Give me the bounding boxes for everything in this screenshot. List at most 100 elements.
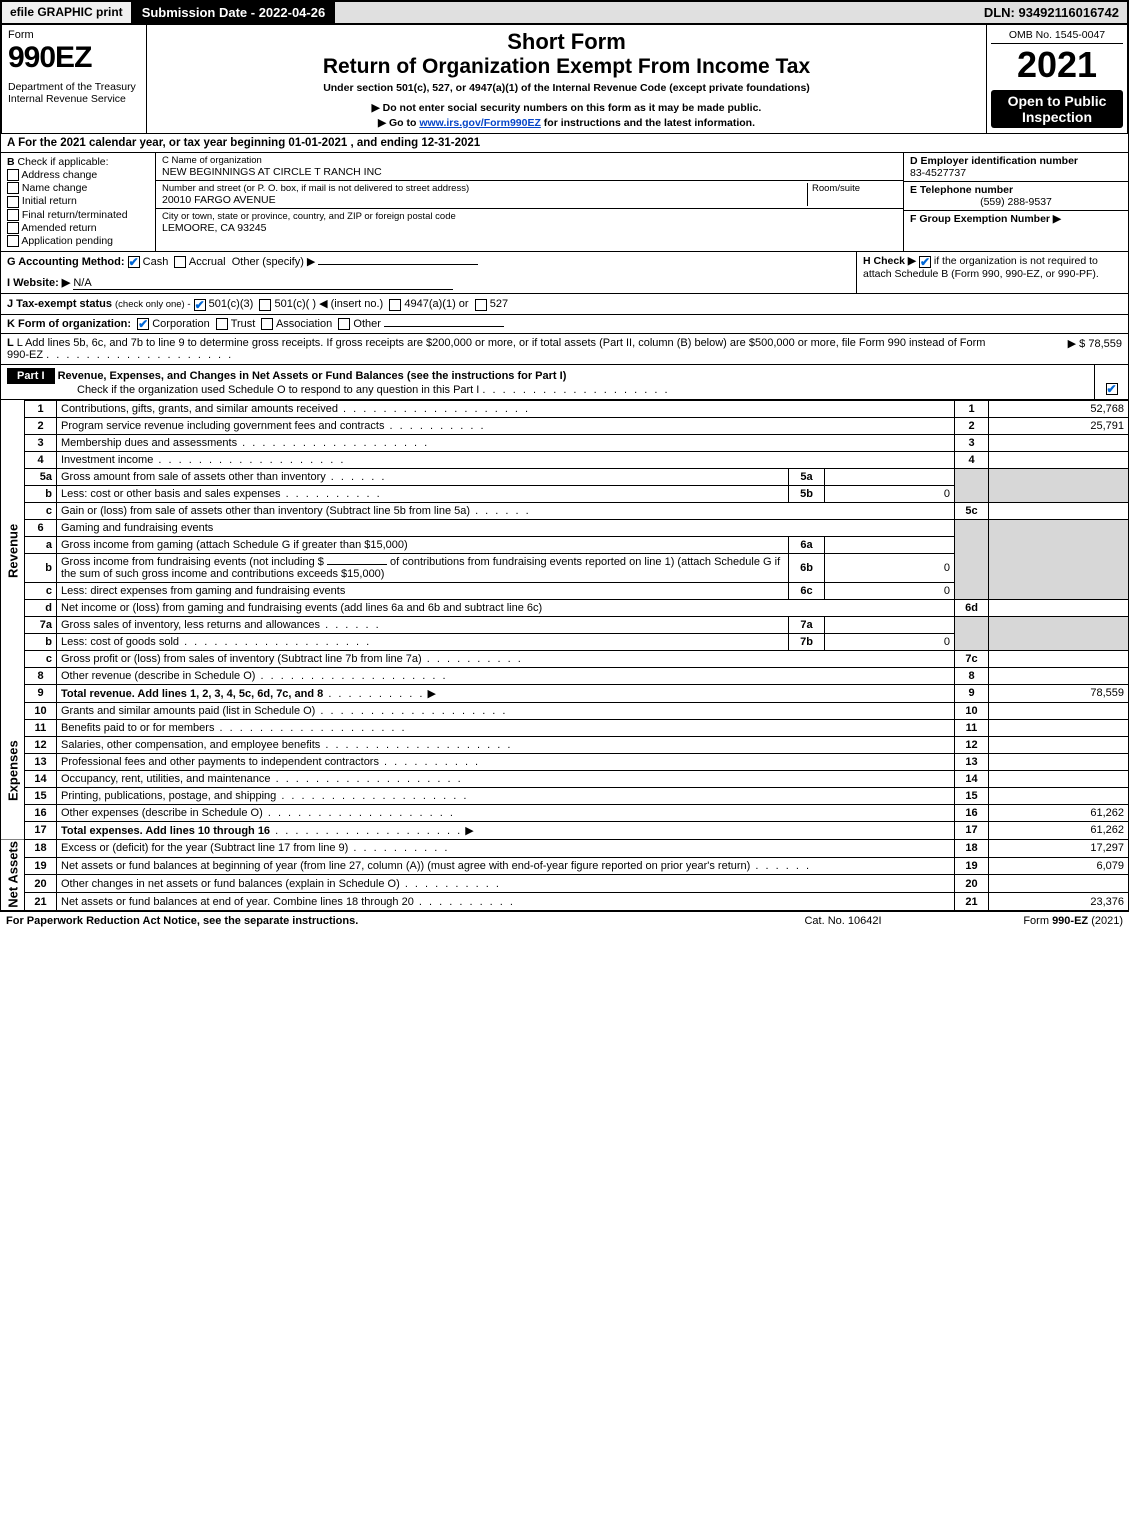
cb-cash[interactable]: ✔ xyxy=(128,256,140,268)
goto-line: ▶ Go to www.irs.gov/Form990EZ for instru… xyxy=(153,117,980,129)
form-word: Form xyxy=(8,29,140,41)
row-k: K Form of organization: ✔ Corporation Tr… xyxy=(0,315,1129,334)
cb-527[interactable] xyxy=(475,299,487,311)
line-4-text: Investment income xyxy=(61,454,153,466)
line-13-text: Professional fees and other payments to … xyxy=(61,756,379,768)
lbl-corp: Corporation xyxy=(152,318,209,330)
cb-amended-return[interactable] xyxy=(7,222,19,234)
line-5b-value: 0 xyxy=(825,485,955,502)
lbl-cash: Cash xyxy=(143,256,169,268)
lbl-trust: Trust xyxy=(231,318,256,330)
lbl-4947: 4947(a)(1) or xyxy=(404,298,468,310)
cb-501c[interactable] xyxy=(259,299,271,311)
line-7b-value: 0 xyxy=(825,633,955,650)
line-7c: cGross profit or (loss) from sales of in… xyxy=(1,650,1129,667)
line-3: 3Membership dues and assessments 3 xyxy=(1,434,1129,451)
cb-4947[interactable] xyxy=(389,299,401,311)
line-21-value: 23,376 xyxy=(989,893,1129,911)
i-website-label: I Website: ▶ xyxy=(7,277,70,289)
line-19-text: Net assets or fund balances at beginning… xyxy=(61,860,750,872)
line-20-text: Other changes in net assets or fund bala… xyxy=(61,878,400,890)
c-street-label: Number and street (or P. O. box, if mail… xyxy=(162,183,807,194)
line-8-text: Other revenue (describe in Schedule O) xyxy=(61,670,255,682)
footer-left: For Paperwork Reduction Act Notice, see … xyxy=(6,915,743,927)
b-label: B xyxy=(7,156,15,168)
cb-trust[interactable] xyxy=(216,318,228,330)
c-city-label: City or town, state or province, country… xyxy=(162,211,897,222)
line-14: 14Occupancy, rent, utilities, and mainte… xyxy=(1,770,1129,787)
line-21: 21Net assets or fund balances at end of … xyxy=(1,893,1129,911)
page-footer: For Paperwork Reduction Act Notice, see … xyxy=(0,911,1129,930)
goto-prefix: ▶ Go to xyxy=(378,117,419,129)
cb-final-return[interactable] xyxy=(7,209,19,221)
line-15: 15Printing, publications, postage, and s… xyxy=(1,787,1129,804)
e-phone-label: E Telephone number xyxy=(910,184,1122,196)
line-2-text: Program service revenue including govern… xyxy=(61,420,384,432)
line-18-value: 17,297 xyxy=(989,839,1129,857)
goto-link[interactable]: www.irs.gov/Form990EZ xyxy=(419,117,541,129)
j-label: J Tax-exempt status xyxy=(7,298,112,310)
line-14-text: Occupancy, rent, utilities, and maintena… xyxy=(61,773,271,785)
cb-accrual[interactable] xyxy=(174,256,186,268)
line-8: 8Other revenue (describe in Schedule O) … xyxy=(1,667,1129,684)
line-4: 4Investment income 4 xyxy=(1,451,1129,468)
line-1-text: Contributions, gifts, grants, and simila… xyxy=(61,403,338,415)
line-6: 6Gaming and fundraising events xyxy=(1,519,1129,536)
lbl-501c3: 501(c)(3) xyxy=(209,298,254,310)
line-10-text: Grants and similar amounts paid (list in… xyxy=(61,705,315,717)
k-label: K Form of organization: xyxy=(7,318,131,330)
row-j: J Tax-exempt status (check only one) - ✔… xyxy=(0,294,1129,314)
line-7c-text: Gross profit or (loss) from sales of inv… xyxy=(61,653,422,665)
g-label: G Accounting Method: xyxy=(7,256,125,268)
line-17: 17Total expenses. Add lines 10 through 1… xyxy=(1,821,1129,839)
form-number: 990EZ xyxy=(8,41,140,75)
line-19-value: 6,079 xyxy=(989,857,1129,875)
ssn-warning: ▶ Do not enter social security numbers o… xyxy=(153,102,980,114)
row-gh: G Accounting Method: ✔ Cash Accrual Othe… xyxy=(0,252,1129,294)
line-10: Expenses 10Grants and similar amounts pa… xyxy=(1,702,1129,719)
j-tail: (check only one) - xyxy=(115,299,191,310)
d-ein-value: 83-4527737 xyxy=(910,167,1122,179)
cb-address-change[interactable] xyxy=(7,169,19,181)
cb-501c3[interactable]: ✔ xyxy=(194,299,206,311)
lbl-other-specify: Other (specify) ▶ xyxy=(232,256,316,268)
lbl-address-change: Address change xyxy=(21,169,97,181)
cb-other-org[interactable] xyxy=(338,318,350,330)
l-amount: ▶ $ 78,559 xyxy=(1002,337,1122,361)
cb-h-check[interactable]: ✔ xyxy=(919,256,931,268)
section-bcdef: B Check if applicable: Address change Na… xyxy=(0,153,1129,252)
line-20: 20Other changes in net assets or fund ba… xyxy=(1,875,1129,893)
e-phone-value: (559) 288-9537 xyxy=(910,196,1122,208)
under-section: Under section 501(c), 527, or 4947(a)(1)… xyxy=(153,82,980,94)
cb-initial-return[interactable] xyxy=(7,196,19,208)
cb-corp[interactable]: ✔ xyxy=(137,318,149,330)
org-city: LEMOORE, CA 93245 xyxy=(162,222,897,234)
line-5a-text: Gross amount from sale of assets other t… xyxy=(61,471,326,483)
line-6-text: Gaming and fundraising events xyxy=(57,519,955,536)
cb-part-i-schedule-o[interactable]: ✔ xyxy=(1106,383,1118,395)
col-b: B Check if applicable: Address change Na… xyxy=(1,153,156,251)
efile-label[interactable]: efile GRAPHIC print xyxy=(2,2,132,23)
line-16-value: 61,262 xyxy=(989,804,1129,821)
room-suite-label: Room/suite xyxy=(812,183,897,194)
lbl-other-org: Other xyxy=(353,318,381,330)
line-19: 19Net assets or fund balances at beginni… xyxy=(1,857,1129,875)
line-13: 13Professional fees and other payments t… xyxy=(1,753,1129,770)
line-9-value: 78,559 xyxy=(989,684,1129,702)
lbl-application-pending: Application pending xyxy=(21,235,113,247)
line-12-text: Salaries, other compensation, and employ… xyxy=(61,739,320,751)
part-i-title: Revenue, Expenses, and Changes in Net As… xyxy=(58,370,567,382)
line-9-text: Total revenue. Add lines 1, 2, 3, 4, 5c,… xyxy=(61,688,323,700)
line-5c-text: Gain or (loss) from sale of assets other… xyxy=(61,505,470,517)
col-c: C Name of organization NEW BEGINNINGS AT… xyxy=(156,153,903,251)
line-2-value: 25,791 xyxy=(989,417,1129,434)
line-7a: 7aGross sales of inventory, less returns… xyxy=(1,616,1129,633)
check-if: Check if applicable: xyxy=(18,156,109,168)
tax-year: 2021 xyxy=(991,44,1123,86)
part-i-header: Part I Revenue, Expenses, and Changes in… xyxy=(0,365,1129,400)
lbl-final-return: Final return/terminated xyxy=(22,209,128,221)
cb-name-change[interactable] xyxy=(7,182,19,194)
cb-assoc[interactable] xyxy=(261,318,273,330)
line-1: Revenue 1 Contributions, gifts, grants, … xyxy=(1,400,1129,417)
cb-application-pending[interactable] xyxy=(7,235,19,247)
